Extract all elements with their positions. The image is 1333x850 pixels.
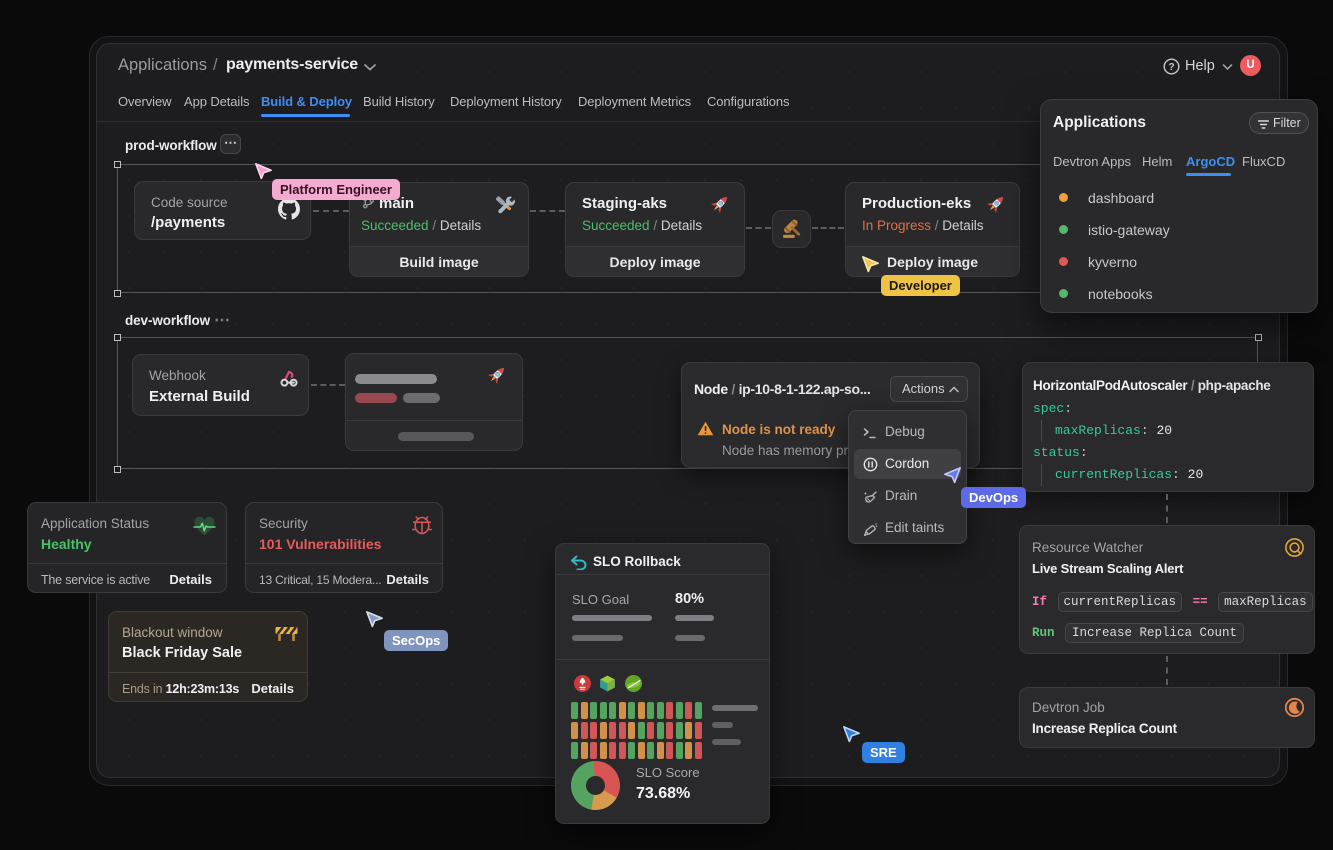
svg-text:?: ?: [1168, 62, 1174, 73]
